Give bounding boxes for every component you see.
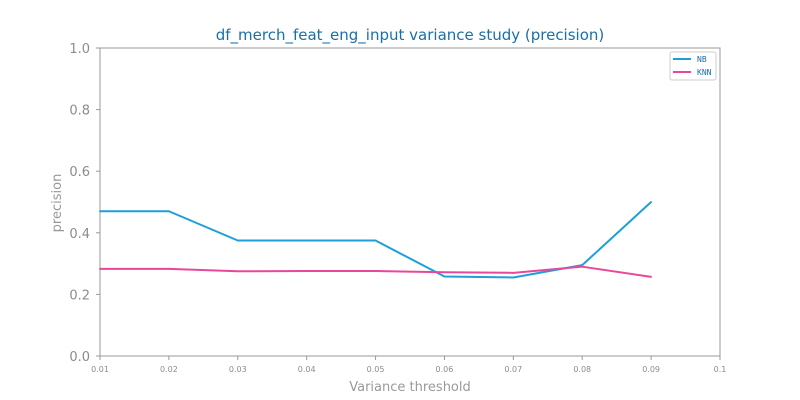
- data-point-nb: [374, 239, 377, 242]
- y-tick-label: 0.6: [69, 165, 90, 180]
- data-point-knn: [305, 270, 308, 272]
- y-tick-label: 1.0: [69, 42, 90, 57]
- y-tick-label: 0.2: [69, 288, 90, 303]
- data-point-knn: [99, 267, 101, 270]
- x-tick-label: 0.05: [367, 365, 385, 374]
- data-point-nb: [512, 276, 515, 279]
- y-tick-label: 0.4: [69, 227, 90, 242]
- x-axis: 0.01 0.02 0.03 0.04 0.05 0.06 0.07 0.08 0.09 0.1: [91, 356, 726, 374]
- x-tick-label: 0.09: [642, 365, 660, 374]
- legend-label-nb: NB: [697, 55, 707, 64]
- x-tick-label: 0.03: [229, 365, 247, 374]
- x-tick-label: 0.08: [573, 365, 591, 374]
- legend-label-knn: KNN: [697, 68, 712, 77]
- chart-title: df_merch_feat_eng_input variance study (…: [216, 26, 605, 45]
- data-point-knn: [581, 265, 584, 268]
- x-tick-label: 0.04: [298, 365, 316, 374]
- y-axis: 0.0 0.2 0.4 0.6 0.8 1.0: [69, 42, 100, 365]
- x-axis-label: Variance threshold: [349, 380, 471, 395]
- x-tick-label: 0.02: [160, 365, 178, 374]
- data-point-nb: [650, 201, 653, 203]
- data-point-nb: [236, 239, 239, 242]
- data-point-knn: [650, 275, 653, 278]
- x-tick-label: 0.1: [714, 365, 727, 374]
- data-point-knn: [512, 271, 515, 274]
- x-tick-label: 0.01: [91, 365, 109, 374]
- y-axis-label: precision: [50, 174, 65, 233]
- plot-area: [99, 47, 721, 357]
- data-point-nb: [305, 239, 308, 242]
- x-tick-label: 0.06: [436, 365, 454, 374]
- series-lines: [99, 201, 653, 279]
- data-point-knn: [236, 270, 239, 273]
- data-point-knn: [167, 267, 170, 270]
- x-tick-label: 0.07: [504, 365, 522, 374]
- data-point-nb: [443, 275, 446, 278]
- legend: NB KNN: [669, 51, 717, 81]
- y-tick-label: 0.8: [69, 104, 90, 119]
- y-tick-label: 0.0: [69, 350, 90, 365]
- data-point-knn: [374, 270, 377, 272]
- data-point-nb: [99, 210, 101, 213]
- data-point-nb: [581, 264, 584, 267]
- data-point-knn: [443, 271, 446, 274]
- data-point-nb: [167, 210, 170, 213]
